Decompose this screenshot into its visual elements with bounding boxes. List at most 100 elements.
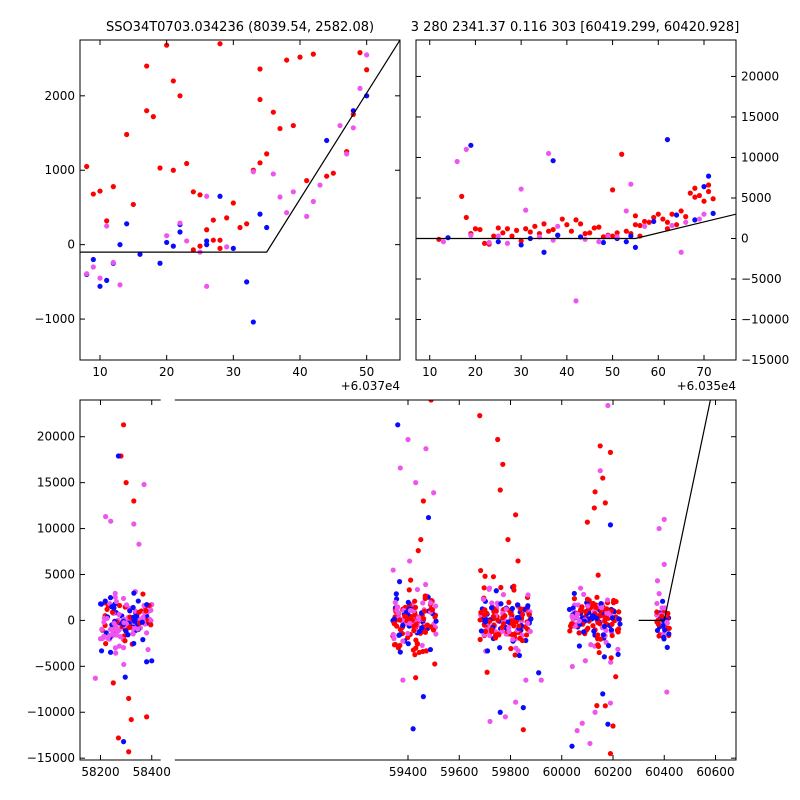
- y-tick-label: 10000: [741, 150, 779, 164]
- blue-data-point: [204, 242, 210, 248]
- red-data-point: [614, 230, 620, 236]
- pink-data-point: [123, 602, 130, 608]
- pink-data-point: [204, 193, 210, 199]
- red-data-point: [104, 218, 110, 224]
- red-data-point: [500, 461, 506, 467]
- red-data-point: [217, 237, 223, 243]
- pink-data-point: [489, 600, 495, 606]
- red-data-point: [576, 630, 582, 636]
- blue-data-point: [536, 670, 542, 676]
- pink-data-point: [391, 635, 397, 642]
- blue-data-point: [122, 674, 128, 680]
- red-data-point: [432, 614, 438, 620]
- red-data-point: [508, 610, 514, 617]
- x-tick-label: 20: [159, 365, 174, 379]
- red-data-point: [604, 606, 610, 612]
- red-data-point: [478, 567, 484, 574]
- axis-break-bottom: [160, 758, 175, 762]
- axes-frame: [79, 399, 737, 761]
- red-data-point: [120, 422, 127, 428]
- blue-data-point: [127, 608, 133, 614]
- red-data-point: [567, 628, 573, 634]
- red-data-point: [573, 217, 579, 223]
- red-data-point: [413, 675, 419, 681]
- blue-data-point: [514, 614, 520, 621]
- top-right-title: 3 280 2341.37 0.116 303 [60419.299, 6042…: [411, 20, 740, 35]
- blue-data-point: [528, 616, 534, 622]
- pink-data-point: [390, 567, 396, 573]
- red-data-point: [590, 623, 596, 629]
- blue-data-point: [615, 651, 621, 657]
- pink-data-point: [113, 632, 119, 638]
- red-data-point: [585, 625, 591, 631]
- blue-data-point: [591, 628, 597, 634]
- red-data-point: [122, 638, 128, 644]
- pink-data-point: [605, 402, 611, 409]
- red-data-point: [414, 640, 420, 647]
- x-tick-label: 59400: [389, 765, 427, 779]
- blue-data-point: [97, 283, 103, 289]
- x-tick-label: 59800: [491, 765, 529, 779]
- pink-data-point: [696, 216, 703, 222]
- pink-data-point: [527, 628, 533, 635]
- red-data-point: [428, 400, 434, 403]
- red-data-point: [666, 625, 672, 631]
- blue-data-point: [425, 514, 432, 521]
- red-data-point: [602, 500, 608, 506]
- red-data-point: [481, 240, 488, 246]
- pink-data-point: [84, 271, 90, 277]
- pink-data-point: [350, 125, 356, 131]
- x-tick-label: 10: [92, 365, 107, 379]
- red-data-point: [110, 184, 116, 190]
- red-data-point: [509, 233, 515, 239]
- blue-data-point: [701, 184, 707, 190]
- red-data-point: [97, 188, 103, 194]
- x-tick-label: 40: [559, 365, 574, 379]
- top-left-title: SSO34T0703.034236 (8039.54, 2582.08): [106, 20, 374, 35]
- red-data-point: [422, 595, 428, 602]
- red-data-point: [429, 607, 436, 613]
- blue-data-point: [509, 605, 516, 612]
- plot-area: [416, 137, 736, 304]
- red-data-point: [646, 219, 652, 225]
- pink-data-point: [454, 158, 460, 165]
- x-tick-label: 10: [422, 365, 437, 379]
- pink-data-point: [661, 561, 667, 567]
- red-data-point: [609, 632, 615, 639]
- red-data-point: [148, 622, 154, 628]
- x-tick-label: 60: [651, 365, 666, 379]
- red-data-point: [197, 243, 203, 249]
- pink-data-point: [392, 599, 398, 606]
- red-data-point: [230, 200, 236, 206]
- x-tick-label: 30: [514, 365, 529, 379]
- pink-data-point: [117, 282, 123, 288]
- plot-area: [80, 40, 400, 325]
- red-data-point: [527, 229, 533, 235]
- x-tick-label: 70: [696, 365, 711, 379]
- pink-data-point: [599, 605, 605, 611]
- pink-data-point: [148, 607, 154, 613]
- red-data-point: [128, 716, 134, 723]
- y-tick-label: 0: [741, 231, 749, 245]
- red-data-point: [616, 609, 622, 615]
- blue-data-point: [137, 251, 143, 257]
- pink-data-point: [344, 151, 350, 157]
- red-data-point: [495, 225, 501, 231]
- red-data-point: [170, 167, 176, 173]
- pink-data-point: [406, 558, 413, 564]
- red-data-point: [411, 627, 417, 634]
- pink-data-point: [523, 677, 529, 683]
- red-data-point: [509, 619, 515, 626]
- red-data-point: [487, 618, 493, 624]
- pink-data-point: [290, 189, 296, 195]
- blue-data-point: [393, 591, 399, 597]
- red-data-point: [412, 652, 418, 658]
- pink-data-point: [101, 633, 107, 639]
- pink-data-point: [164, 233, 170, 239]
- blue-data-point: [124, 221, 130, 227]
- red-data-point: [577, 221, 584, 227]
- red-data-point: [564, 222, 570, 228]
- blue-data-point: [541, 249, 547, 255]
- red-data-point: [678, 208, 684, 214]
- pink-data-point: [654, 578, 661, 584]
